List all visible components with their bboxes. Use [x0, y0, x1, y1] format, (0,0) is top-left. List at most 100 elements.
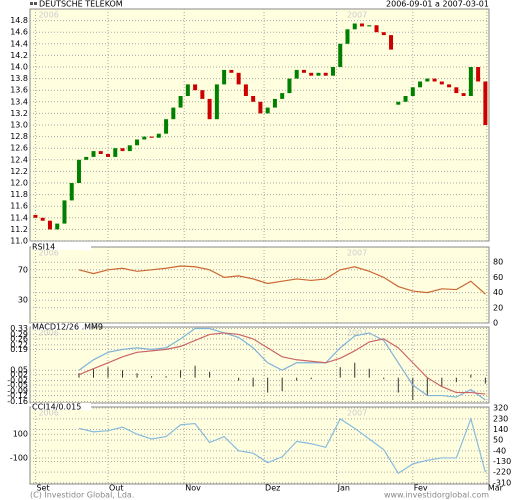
- candle: [76, 159, 81, 183]
- level-label: 100: [13, 430, 28, 439]
- panel-title: RSI14: [32, 243, 55, 252]
- candle: [447, 84, 452, 88]
- candle: [91, 151, 96, 157]
- watermark: 2006: [38, 409, 58, 418]
- candle: [323, 72, 328, 76]
- y-tick-label: -310: [493, 478, 511, 487]
- y-tick-label: 14.0: [10, 63, 28, 72]
- y-tick-label: 14.2: [10, 51, 28, 60]
- y-tick-label: -0.02: [7, 376, 28, 385]
- level-label: 30: [18, 296, 28, 305]
- candle: [360, 23, 365, 27]
- y-tick-label: 13.8: [10, 74, 28, 83]
- copyright: (C) Investidor Global, Lda.: [30, 491, 134, 500]
- y-tick-label: -0.05: [7, 381, 28, 390]
- y-tick-label: -220: [493, 468, 511, 477]
- candle: [222, 69, 227, 85]
- candle: [374, 25, 379, 33]
- panel-title-bg: [31, 403, 91, 410]
- watermark: 2007: [347, 329, 367, 338]
- y-tick-label: 80: [493, 258, 503, 267]
- y-tick-label: 0.05: [10, 366, 28, 375]
- y-tick-label: 14.8: [10, 16, 28, 25]
- candle: [98, 151, 103, 154]
- y-tick-label: 230: [493, 414, 508, 423]
- candle: [251, 96, 256, 102]
- candle: [403, 96, 408, 102]
- level-label: 70: [18, 265, 28, 274]
- y-tick-label: 12.8: [10, 132, 28, 141]
- candle: [84, 156, 89, 160]
- y-tick-label: 13.2: [10, 109, 28, 118]
- indicator-line: [78, 332, 486, 395]
- watermark: 2007: [347, 249, 367, 258]
- candle: [287, 78, 292, 94]
- y-tick-label: 20: [493, 303, 503, 312]
- y-tick-label: 11.4: [10, 213, 28, 222]
- y-tick-label: 50: [493, 436, 503, 445]
- panel-title: CCI14/0.015: [32, 403, 81, 412]
- candle: [69, 183, 74, 201]
- candle: [243, 84, 248, 96]
- x-tick-label: Set: [36, 484, 49, 493]
- candle: [461, 93, 466, 96]
- period: 2006-09-01 a 2007-03-01: [386, 0, 489, 9]
- level-label: -100: [10, 453, 28, 462]
- candle: [309, 72, 314, 76]
- candle: [236, 72, 241, 85]
- candle: [200, 90, 205, 99]
- candle: [301, 69, 306, 73]
- candle: [120, 148, 125, 152]
- y-tick-label: 13.0: [10, 121, 28, 130]
- candle: [454, 87, 459, 94]
- y-tick-label: 14.4: [10, 39, 28, 48]
- y-tick-label: -130: [493, 457, 511, 466]
- y-tick-label: -40: [493, 446, 506, 455]
- y-tick-label: 12.4: [10, 155, 28, 164]
- candle: [280, 93, 285, 99]
- y-tick-label: 11.8: [10, 190, 28, 199]
- candle: [40, 217, 45, 221]
- watermark: 2007: [347, 11, 367, 20]
- title-marker: [30, 2, 33, 5]
- candle: [410, 87, 415, 96]
- candle: [193, 84, 198, 91]
- candle: [381, 32, 386, 36]
- candle: [229, 69, 234, 73]
- candle: [142, 136, 147, 140]
- y-tick-label: 12.2: [10, 167, 28, 176]
- candle: [127, 145, 132, 152]
- y-tick-label: 11.6: [10, 202, 28, 211]
- y-tick-label: 320: [493, 404, 508, 413]
- candle: [55, 223, 60, 230]
- candle: [258, 101, 263, 114]
- y-tick-label: 0.19: [10, 345, 28, 354]
- y-tick-label: 12.6: [10, 144, 28, 153]
- chart-title: DEUTSCHE TELEKOM: [39, 0, 123, 9]
- candle: [47, 220, 52, 230]
- candle: [164, 119, 169, 134]
- x-tick-label: Dez: [265, 484, 280, 493]
- candle: [135, 139, 140, 146]
- candle: [367, 25, 372, 27]
- indicator-line: [78, 416, 486, 475]
- website: www.investidorglobal.com: [384, 491, 489, 500]
- y-tick-label: 0.22: [10, 340, 28, 349]
- y-tick-label: 13.6: [10, 86, 28, 95]
- x-tick-label: Jan: [337, 484, 350, 493]
- candle: [425, 78, 430, 82]
- candle: [106, 154, 111, 157]
- candle: [185, 84, 190, 96]
- watermark: 2006: [38, 329, 58, 338]
- panel-title: MACD12/26 .MM9: [32, 323, 103, 332]
- candle: [389, 35, 394, 50]
- candle: [214, 84, 219, 120]
- candle: [156, 133, 161, 138]
- y-tick-label: -0.09: [7, 387, 28, 396]
- candle: [33, 214, 38, 218]
- candle: [113, 148, 118, 157]
- x-tick-label: Out: [109, 484, 124, 493]
- candle: [483, 81, 488, 125]
- y-tick-label: 40: [493, 288, 503, 297]
- candle: [62, 200, 67, 224]
